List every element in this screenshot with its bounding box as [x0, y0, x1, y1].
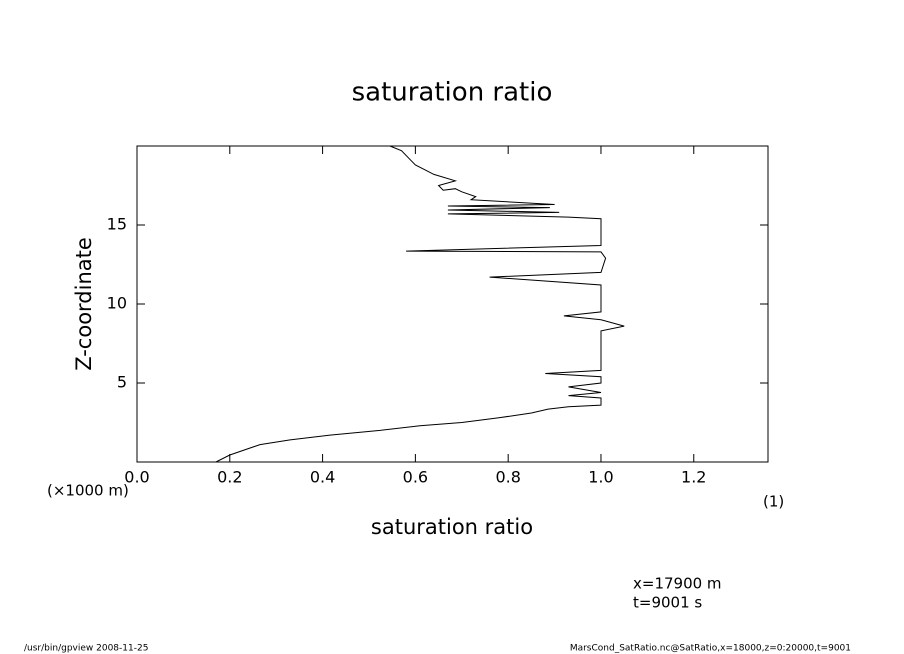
y-tick-label: 15 [107, 215, 127, 234]
x-axis-label: saturation ratio [371, 515, 533, 539]
x-tick-label: 0.4 [310, 468, 335, 487]
annotation: x=17900 m [633, 575, 722, 593]
plot-frame [136, 145, 769, 463]
x-tick-label: 1.2 [681, 468, 706, 487]
x-tick-label: 0.8 [495, 468, 520, 487]
footer: /usr/bin/gpview 2008-11-25 [24, 644, 148, 654]
y-axis-label: Z-coordinate [72, 237, 96, 371]
x-unit: (1) [763, 493, 784, 511]
x-tick-label: 1.0 [588, 468, 613, 487]
footer: MarsCond_SatRatio.nc@SatRatio,x=18000,z=… [570, 644, 851, 654]
y-tick-label: 5 [117, 373, 127, 392]
chart-title: saturation ratio [352, 78, 553, 108]
x-tick-label: 0.0 [124, 468, 149, 487]
x-tick-label: 0.2 [217, 468, 242, 487]
y-tick-label: 10 [107, 294, 127, 313]
y-unit: (×1000 m) [47, 482, 129, 500]
annotation: t=9001 s [633, 594, 702, 612]
data-line [215, 145, 625, 463]
x-tick-label: 0.6 [403, 468, 428, 487]
